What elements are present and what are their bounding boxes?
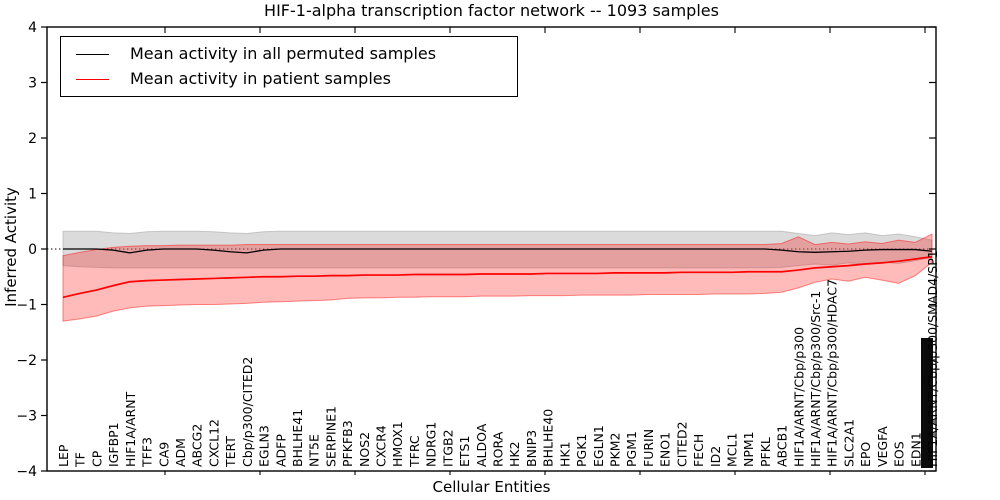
x-tick-label: ID2 [708,446,723,467]
x-tick-label: CA9 [156,442,171,467]
y-tick-label: 1 [28,187,37,203]
x-tick-label: ABCB1 [775,425,790,467]
x-tick-label: FURIN [641,429,656,467]
x-tick-label: HIF1A/ARNT/Cbp/p300/SMAD4/SP1 [925,250,940,467]
x-tick-label: ADM [173,438,188,467]
x-tick-label: BHLHE41 [290,409,305,467]
x-tick-label: EGLN3 [257,425,272,467]
x-tick-label: CXCR4 [374,425,389,467]
x-tick-label: NPM1 [741,431,756,467]
y-tick-label: −4 [16,464,37,480]
patient-line-swatch [76,78,109,80]
x-tick-label: LEP [56,444,71,467]
y-tick-label: −1 [16,298,37,314]
x-tick-label: SERPINE1 [323,406,338,467]
x-tick-label: HK2 [507,441,522,467]
x-tick-label: HIF1A/ARNT [123,391,138,467]
y-tick-label: 4 [28,20,37,36]
x-axis-label: Cellular Entities [432,478,551,496]
x-tick-label: HIF1A/ARNT/Cbp/p300/HDAC7 [825,279,840,467]
x-tick-label: FECH [691,434,706,467]
x-tick-label: NT5E [307,434,322,467]
x-tick-label: HIF1A/ARNT/Cbp/p300/Src-1 [808,291,823,467]
x-tick-label: CXCL12 [206,419,221,467]
x-tick-label: EOS [892,441,907,467]
x-tick-label: ALDOA [474,423,489,467]
x-tick-label: ABCG2 [190,424,205,467]
x-tick-label: EDN1 [908,432,923,467]
patient-mean-line [62,255,933,299]
legend: Mean activity in all permuted samples Me… [60,36,518,97]
x-tick-label: PKM2 [607,433,622,467]
x-tick-label: SLC2A1 [841,419,856,467]
overlapping-labels-blob [921,338,933,468]
permuted-line-swatch [76,53,109,55]
x-tick-label: PFKFB3 [340,420,355,467]
x-tick-label: PFKL [758,437,773,467]
x-tick-label: CITED2 [674,421,689,467]
y-tick-label: 3 [28,76,37,92]
x-tick-label: PGM1 [624,431,639,467]
y-tick-label: 2 [28,131,37,147]
legend-label-permuted: Mean activity in all permuted samples [130,44,437,63]
y-tick-label: −2 [16,353,37,369]
x-tick-label: BNIP3 [524,430,539,467]
x-tick-label: RORA [491,431,506,467]
x-tick-label: PGK1 [574,434,589,467]
y-tick-label: 0 [28,242,37,258]
x-tick-label: TERT [223,436,238,468]
legend-label-patient: Mean activity in patient samples [130,69,391,88]
patient-band [62,233,933,322]
chart-title: HIF-1-alpha transcription factor network… [264,1,719,20]
legend-item-permuted: Mean activity in all permuted samples [76,46,517,62]
x-tick-label: HMOX1 [390,421,405,467]
x-tick-label: MCL1 [724,433,739,467]
x-tick-label: Cbp/p300/CITED2 [240,357,255,467]
x-tick-label: CP [89,450,104,467]
legend-item-patient: Mean activity in patient samples [76,71,517,87]
x-tick-label: EPO [858,442,873,467]
x-tick-label: NOS2 [357,432,372,467]
x-tick-label: ETS1 [457,436,472,467]
x-tick-label: IGFBP1 [106,422,121,467]
x-tick-label: VEGFA [875,426,890,467]
x-tick-label: ITGB2 [440,429,455,467]
x-tick-label: ADFP [273,434,288,467]
x-tick-label: TFF3 [140,437,155,468]
permuted-mean-line [63,248,933,254]
x-tick-label: EGLN1 [591,425,606,467]
x-tick-label: TFRC [407,435,422,468]
x-tick-label: HK1 [557,441,572,467]
x-tick-label: NDRG1 [424,422,439,467]
x-tick-label: BHLHE40 [541,409,556,467]
x-tick-label: ENO1 [658,432,673,467]
x-tick-label: HIF1A/ARNT/Cbp/p300 [791,327,806,467]
x-tick-label: TF [73,452,88,468]
y-tick-label: −3 [16,409,37,425]
